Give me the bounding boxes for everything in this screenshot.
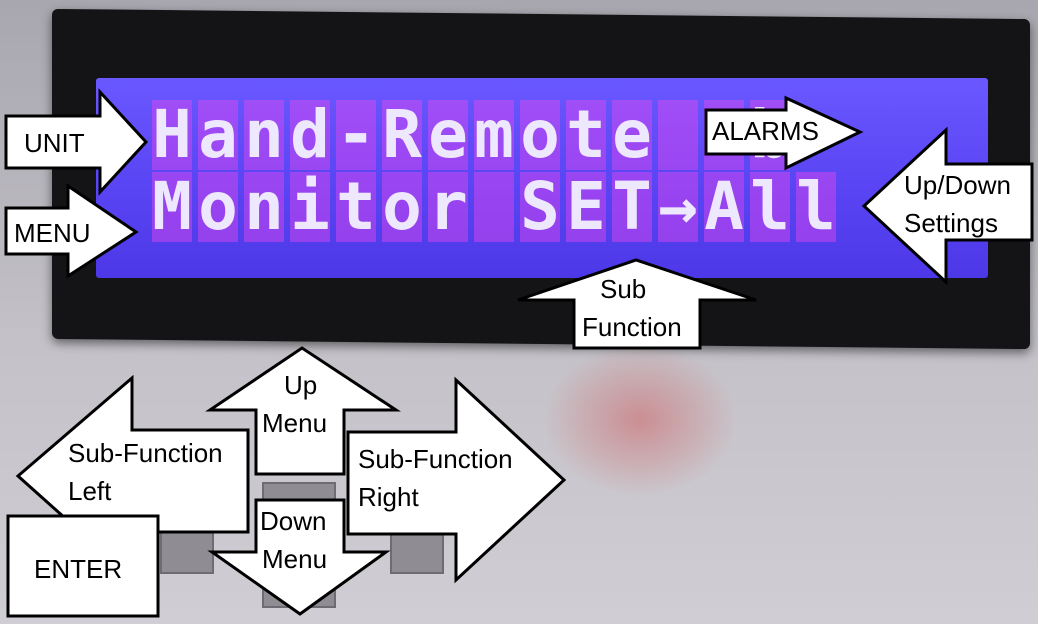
updown-settings-label-1: Up/Down <box>904 170 1011 200</box>
sub-function-label-2: Function <box>582 312 682 342</box>
lcd-line-2-char-1: o <box>198 168 238 245</box>
lcd-line-2-char-13: l <box>750 168 790 245</box>
menu-arrow <box>4 183 139 279</box>
lcd-line-1-char-5: R <box>382 96 422 173</box>
sub-function-arrow <box>517 258 757 350</box>
lcd-line-1-char-11 <box>658 100 698 170</box>
lcd-line-2-char-7 <box>474 172 514 242</box>
lcd-line-1-char-1: a <box>198 96 238 173</box>
alarms-arrow <box>704 95 864 171</box>
sub-function-right-arrow <box>346 376 567 584</box>
lcd-line-2-char-14: l <box>796 168 836 245</box>
alarms-label: ALARMS <box>712 116 819 146</box>
down-menu-label-1: Down <box>260 506 327 536</box>
menu-label: MENU <box>14 218 91 248</box>
lcd-line-2-char-10: T <box>612 168 652 245</box>
unit-arrow <box>4 88 149 196</box>
unit-label: UNIT <box>24 128 85 158</box>
enter-label: ENTER <box>34 554 123 584</box>
up-menu-arrow <box>205 346 401 476</box>
lcd-line-1-char-0: H <box>152 96 192 173</box>
updown-settings-label-2: Settings <box>904 208 998 238</box>
updown-settings-arrow <box>861 126 1034 286</box>
lcd-line-2-char-2: n <box>244 168 284 245</box>
sub-function-left-label-1: Sub-Function <box>68 438 223 468</box>
lcd-line-2-char-0: M <box>152 168 192 245</box>
enter-box <box>6 514 160 618</box>
lcd-line-1-char-2: n <box>244 96 284 173</box>
down-menu-arrow <box>207 498 391 616</box>
physical-button-right[interactable] <box>390 530 444 574</box>
lcd-line-2-char-12: A <box>704 168 744 245</box>
lcd-line-2-char-3: i <box>290 168 330 245</box>
lcd-line-2-char-11: → <box>658 168 698 245</box>
lcd-line-2-char-9: E <box>566 168 606 245</box>
lcd-screen <box>96 78 988 278</box>
lcd-line-1-char-8: o <box>520 96 560 173</box>
sub-function-right-label-2: Right <box>358 482 419 512</box>
lcd-line-1-char-9: t <box>566 96 606 173</box>
up-menu-label-2: Menu <box>262 408 328 438</box>
lcd-line-1-char-6: e <box>428 96 468 173</box>
lcd-line-2-char-5: o <box>382 168 422 245</box>
sub-function-label-1: Sub <box>600 274 647 304</box>
down-menu-label-2: Menu <box>262 544 328 574</box>
lcd-line-2-char-6: r <box>428 168 468 245</box>
lcd-line-1-char-4: - <box>336 96 376 173</box>
lcd-line-1-char-3: d <box>290 96 330 173</box>
lcd-line-2-char-4: t <box>336 168 376 245</box>
lcd-line-2-char-8: S <box>520 168 560 245</box>
sub-function-right-label-1: Sub-Function <box>358 444 513 474</box>
lcd-line-1-char-10: e <box>612 96 652 173</box>
sub-function-left-label-2: Left <box>68 476 112 506</box>
up-menu-label-1: Up <box>284 370 318 400</box>
lcd-line-1-char-7: m <box>474 96 514 173</box>
